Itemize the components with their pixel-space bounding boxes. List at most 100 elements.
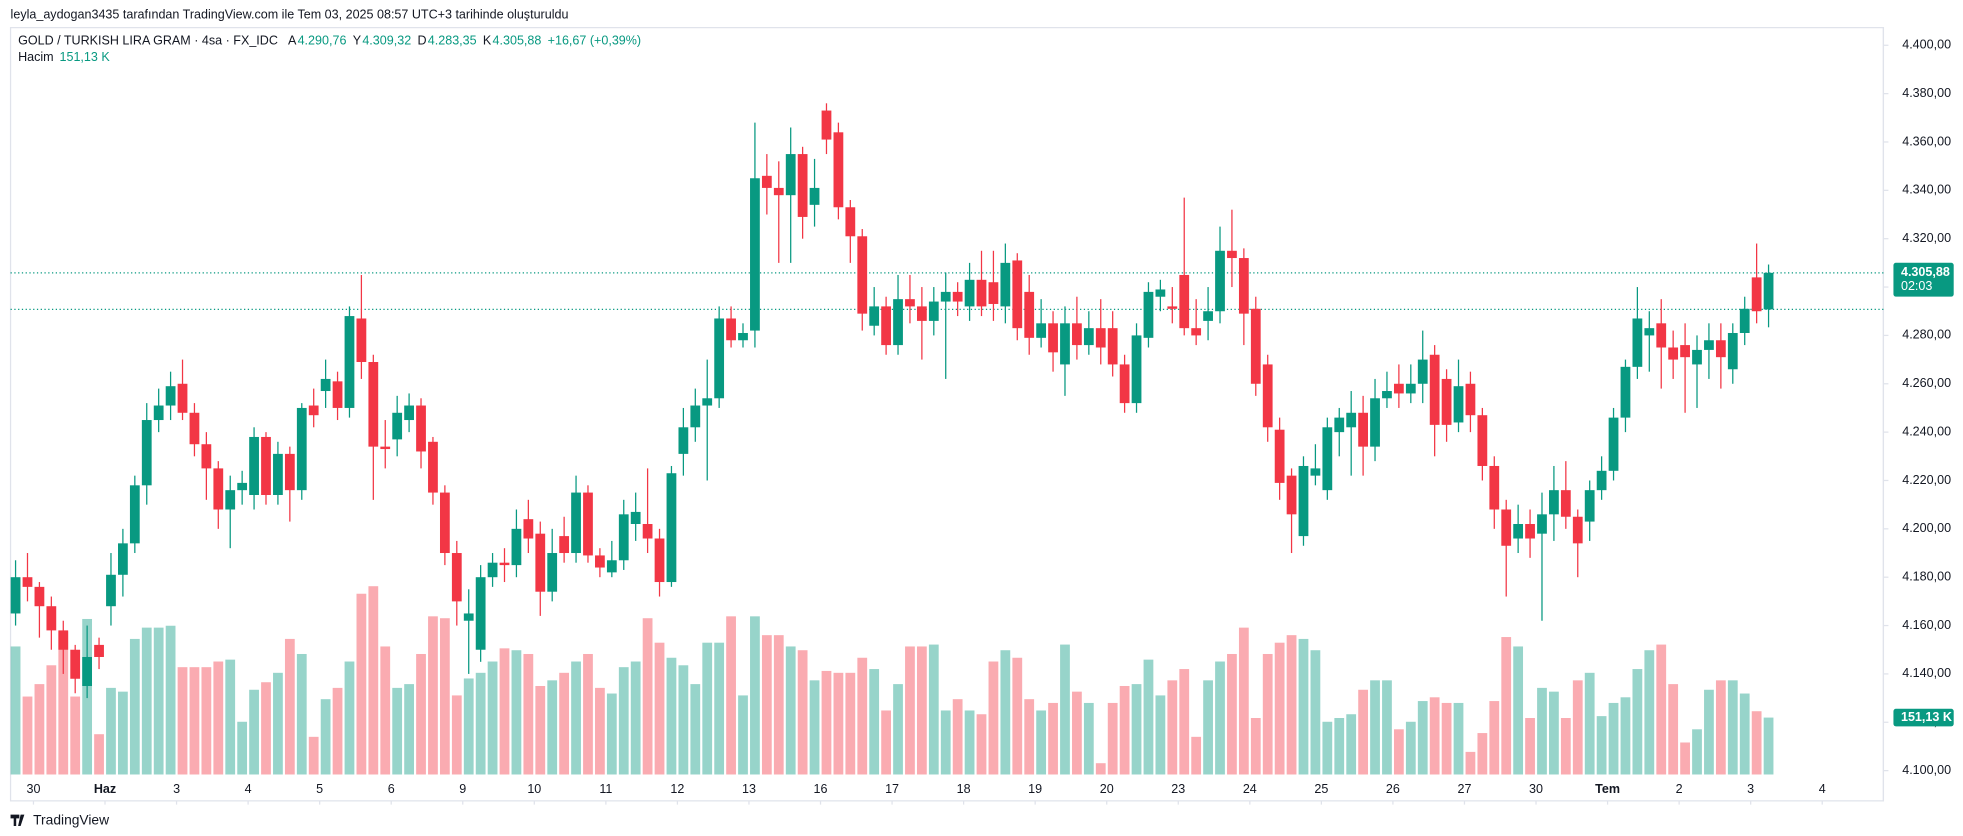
x-tick-label: 23 bbox=[1171, 782, 1185, 796]
candle-body bbox=[344, 316, 355, 408]
volume-bar bbox=[952, 699, 963, 775]
candle-body bbox=[1322, 427, 1333, 491]
volume-bar bbox=[809, 680, 820, 775]
candle-body bbox=[249, 436, 259, 495]
volume-bar bbox=[1060, 644, 1070, 775]
candle-body bbox=[1739, 308, 1750, 333]
volume-bar bbox=[523, 653, 534, 775]
volume-bar bbox=[332, 687, 343, 775]
volume-bar bbox=[1203, 680, 1213, 775]
candle-body bbox=[952, 291, 963, 302]
volume-bar bbox=[261, 682, 271, 775]
volume-bar bbox=[738, 695, 748, 775]
candle-body bbox=[1644, 328, 1655, 336]
x-tick-label: 3 bbox=[173, 782, 180, 796]
price-label: 4.305,88 bbox=[1901, 265, 1950, 279]
volume-bar bbox=[726, 616, 736, 775]
volume-bar bbox=[1417, 701, 1428, 775]
x-tick-label: 4 bbox=[1819, 782, 1826, 796]
volume-bar bbox=[1000, 650, 1011, 775]
volume-bar bbox=[1370, 680, 1380, 775]
volume-bar bbox=[833, 672, 844, 775]
volume-bar bbox=[201, 667, 212, 775]
volume-bar bbox=[916, 646, 927, 775]
candle-body bbox=[356, 318, 367, 363]
candle-body bbox=[499, 562, 510, 566]
candle-body bbox=[1477, 415, 1488, 466]
legend-value: 4.283,35 bbox=[428, 34, 477, 48]
volume-bar bbox=[1215, 661, 1225, 775]
x-tick-label: 9 bbox=[459, 782, 466, 796]
x-tick-label: Tem bbox=[1595, 782, 1620, 796]
volume-bar bbox=[1429, 697, 1440, 775]
volume-bars bbox=[10, 586, 1774, 775]
candle-body bbox=[535, 533, 546, 592]
candle-body bbox=[439, 492, 450, 554]
x-tick-label: 26 bbox=[1386, 782, 1400, 796]
candle-body bbox=[1060, 323, 1070, 365]
candle-body bbox=[1584, 490, 1595, 522]
candle-body bbox=[618, 514, 629, 561]
volume-bar bbox=[1262, 653, 1273, 775]
volume-bar bbox=[1322, 721, 1333, 775]
candle-body bbox=[1537, 514, 1547, 534]
candle-body bbox=[1143, 291, 1154, 338]
candle-body bbox=[1036, 323, 1047, 338]
candle-body bbox=[1191, 328, 1202, 336]
volume-bar bbox=[1048, 702, 1058, 775]
volume-bar bbox=[606, 693, 617, 775]
candle-body bbox=[1107, 328, 1118, 365]
x-tick-label: 20 bbox=[1100, 782, 1114, 796]
volume-bar bbox=[1596, 716, 1607, 775]
symbol: GOLD / TURKISH LIRA GRAM · 4sa · FX_IDC bbox=[18, 34, 278, 48]
candle-body bbox=[1095, 328, 1106, 348]
volume-bar bbox=[94, 734, 104, 775]
candle-body bbox=[404, 405, 414, 421]
volume-bar bbox=[237, 721, 248, 775]
volume-bar bbox=[1393, 729, 1404, 775]
volume-bar bbox=[928, 644, 939, 775]
candle-body bbox=[1358, 412, 1368, 447]
footer-logo bbox=[10, 814, 25, 826]
volume-bar bbox=[547, 680, 558, 775]
volume-bar bbox=[1560, 718, 1571, 775]
volume-bar bbox=[1584, 672, 1595, 775]
candle-body bbox=[153, 405, 164, 421]
volume-bar bbox=[1012, 657, 1023, 775]
legend-value: 4.309,32 bbox=[362, 34, 411, 48]
candle-body bbox=[34, 586, 45, 607]
candle-body bbox=[1608, 417, 1619, 471]
candle-body bbox=[690, 405, 701, 428]
candle-body bbox=[1215, 250, 1225, 312]
candle-body bbox=[1131, 335, 1142, 404]
volume-bar bbox=[46, 665, 57, 775]
header-text: leyla_aydogan3435 tarafından TradingView… bbox=[11, 7, 569, 21]
volume-bar bbox=[642, 618, 653, 775]
volume-bar bbox=[70, 696, 81, 775]
volume-bar bbox=[1072, 691, 1082, 775]
volume-bar bbox=[463, 678, 474, 775]
legend-key: D bbox=[417, 34, 426, 48]
x-tick-label: 30 bbox=[1529, 782, 1543, 796]
candle-body bbox=[1024, 291, 1035, 338]
candle-body bbox=[1179, 274, 1190, 329]
volume-bar bbox=[34, 684, 45, 775]
candle-body bbox=[1572, 516, 1583, 544]
candle-body bbox=[678, 427, 689, 454]
candle-body bbox=[487, 562, 498, 578]
y-tick-label: 4.140,00 bbox=[1902, 666, 1951, 680]
y-tick-label: 4.380,00 bbox=[1902, 86, 1951, 100]
volume-bar bbox=[249, 689, 259, 775]
volume-bar bbox=[1143, 659, 1154, 775]
volume-bar bbox=[845, 672, 856, 775]
volume-bar bbox=[1715, 680, 1726, 775]
volume-bar bbox=[1644, 650, 1655, 775]
candle-body bbox=[1751, 277, 1762, 312]
candle-body bbox=[1525, 524, 1535, 539]
volume-bar bbox=[1358, 689, 1368, 775]
volume-bar bbox=[1405, 721, 1416, 775]
volume-bar bbox=[1036, 710, 1047, 775]
volume-bar bbox=[1179, 669, 1190, 775]
volume-bar bbox=[10, 646, 21, 775]
candle-body bbox=[833, 132, 844, 208]
